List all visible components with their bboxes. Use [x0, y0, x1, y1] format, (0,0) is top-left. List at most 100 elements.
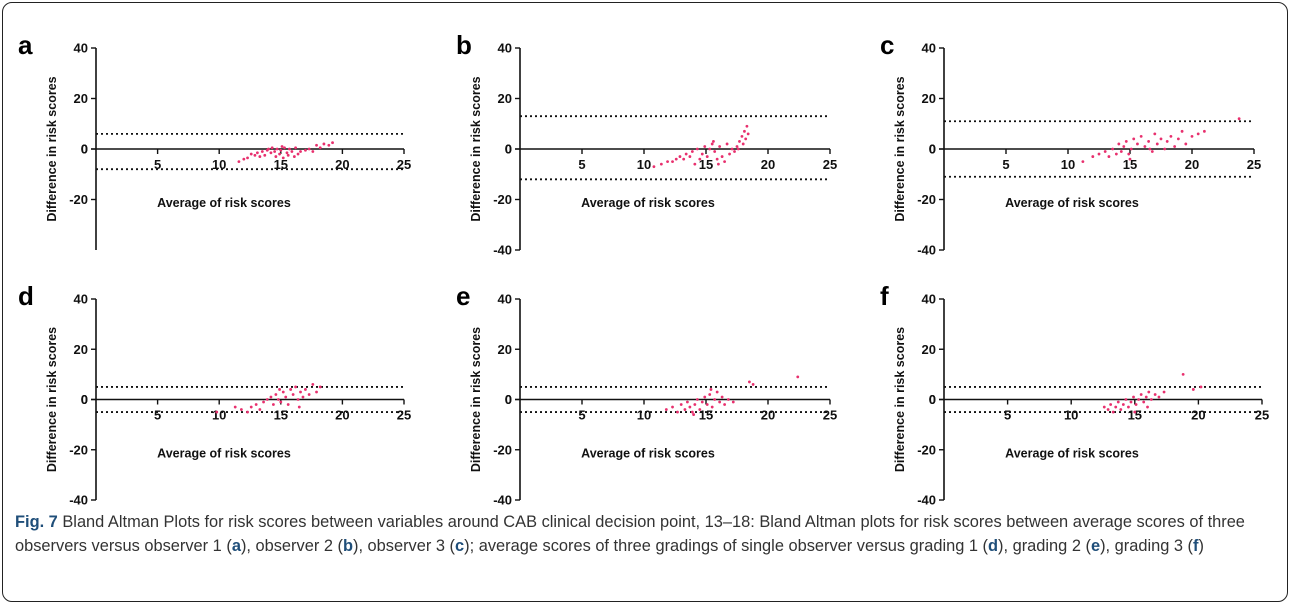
caption-text-5: ), grading 2 ( — [998, 537, 1091, 555]
data-point — [288, 147, 291, 151]
data-point — [666, 160, 669, 164]
y-tick-label: 40 — [498, 41, 512, 56]
y-tick-label: -20 — [69, 192, 88, 207]
data-point — [725, 142, 729, 146]
caption-text-6: ), grading 3 ( — [1100, 537, 1194, 555]
data-point — [745, 124, 749, 128]
y-tick-label: 0 — [929, 392, 936, 407]
data-point — [1196, 132, 1200, 136]
data-point — [713, 398, 717, 401]
data-point — [1081, 160, 1085, 164]
data-point — [698, 408, 702, 411]
y-tick-label: -40 — [493, 493, 512, 506]
data-point — [703, 145, 707, 148]
data-point — [743, 129, 746, 133]
x-tick-label: 15 — [699, 408, 713, 423]
y-tick-label: -40 — [917, 243, 936, 258]
x-tick-label: 5 — [578, 157, 585, 172]
x-tick-label: 15 — [1123, 157, 1137, 172]
y-axis-label: Difference in risk scores — [45, 76, 59, 221]
panel-letter: e — [456, 281, 470, 311]
data-point — [695, 398, 699, 401]
panel-letter: f — [880, 281, 889, 311]
data-point — [1114, 405, 1118, 409]
y-tick-label: 20 — [74, 91, 88, 106]
y-tick-label: 0 — [929, 392, 936, 407]
data-point — [1124, 398, 1128, 401]
caption-ref-e: e — [1090, 537, 1101, 555]
data-point — [307, 147, 311, 151]
data-point — [281, 156, 285, 160]
x-tick-label: 20 — [1191, 408, 1205, 423]
x-tick-label: 25 — [1255, 408, 1269, 423]
data-point — [1176, 137, 1180, 141]
data-point — [260, 150, 264, 153]
data-point — [693, 162, 697, 166]
x-axis-label: Average of risk scores — [581, 196, 715, 210]
y-tick-label: 40 — [74, 41, 88, 56]
data-point — [1091, 155, 1095, 158]
data-point — [686, 400, 689, 404]
x-tick-label: 10 — [1061, 157, 1075, 172]
data-point — [1127, 152, 1131, 156]
caption-ref-f: f — [1193, 537, 1199, 555]
data-point — [718, 400, 722, 404]
data-point — [1114, 152, 1118, 156]
y-tick-label: 0 — [81, 142, 88, 157]
data-point — [1149, 398, 1153, 401]
data-point — [322, 142, 326, 146]
y-tick-label: -20 — [917, 192, 936, 207]
data-point — [718, 145, 722, 148]
data-point — [296, 398, 300, 401]
data-point — [738, 140, 741, 143]
data-point — [1116, 400, 1120, 404]
x-tick-label: 15 — [274, 157, 288, 172]
data-point — [695, 147, 699, 151]
y-tick-label: 40 — [498, 292, 512, 307]
data-point — [246, 156, 249, 160]
data-point — [278, 388, 281, 391]
data-point — [682, 157, 686, 161]
data-point — [723, 160, 726, 164]
x-tick-label: 10 — [212, 157, 226, 172]
data-point — [1147, 140, 1150, 143]
x-tick-label: 10 — [637, 157, 651, 172]
x-tick-label: 20 — [335, 408, 349, 423]
data-point — [700, 400, 704, 404]
y-axis-label: Difference in risk scores — [893, 76, 907, 221]
data-point — [258, 408, 262, 411]
data-point — [254, 403, 258, 406]
data-point — [270, 146, 274, 150]
data-point — [688, 155, 692, 158]
data-point — [281, 390, 285, 394]
data-point — [285, 151, 289, 155]
data-point — [294, 385, 297, 389]
data-point — [290, 150, 294, 153]
x-tick-label: 5 — [154, 157, 161, 172]
data-point — [1119, 150, 1123, 153]
y-axis-label: Difference in risk scores — [469, 327, 483, 472]
data-point — [274, 155, 278, 158]
x-tick-label: 25 — [823, 157, 837, 172]
data-point — [1129, 400, 1133, 404]
data-point — [265, 398, 269, 401]
caption-text-3: ), observer 3 ( — [352, 537, 456, 555]
data-point — [1106, 408, 1110, 411]
x-tick-label: 5 — [578, 408, 585, 423]
data-point — [1132, 137, 1136, 141]
data-point — [1181, 372, 1185, 376]
x-tick-label: 15 — [1128, 408, 1142, 423]
data-point — [275, 147, 279, 151]
data-point — [741, 142, 745, 146]
data-point — [715, 390, 719, 394]
data-point — [1129, 147, 1133, 151]
data-point — [315, 390, 318, 394]
y-tick-label: 0 — [929, 142, 936, 157]
data-point — [740, 134, 744, 138]
y-tick-label: 0 — [505, 142, 512, 157]
data-point — [272, 403, 275, 406]
data-point — [233, 405, 237, 409]
data-point — [249, 152, 253, 156]
